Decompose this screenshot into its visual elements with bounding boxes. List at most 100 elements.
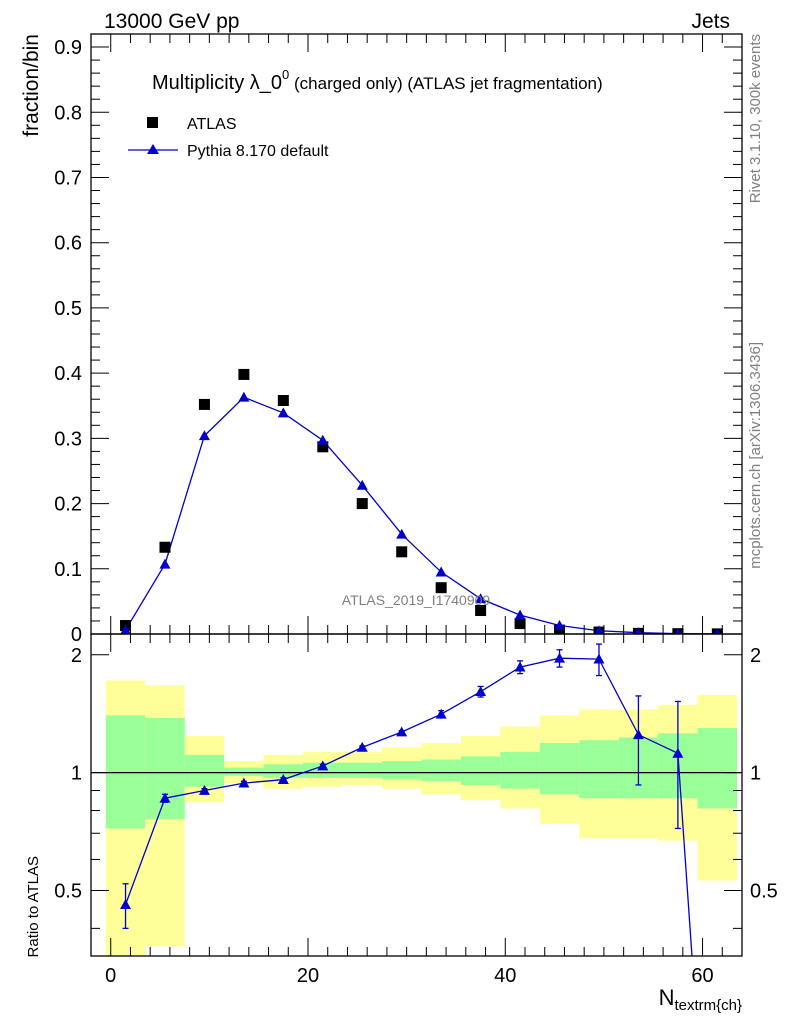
analysis-watermark: ATLAS_2019_I1740909 (342, 592, 491, 608)
inner-band-bin (145, 717, 185, 820)
pythia-point (714, 628, 721, 634)
pythia-point (356, 479, 368, 490)
pythia-point (514, 609, 526, 620)
xlabel-sub: textrm{ch} (674, 997, 742, 1014)
inner-band-bin (105, 715, 146, 829)
legend-atlas-marker (147, 117, 158, 128)
legend: ATLAS Pythia 8.170 default (128, 116, 329, 160)
pythia-point (594, 625, 604, 634)
inner-band-bin (579, 740, 619, 799)
pythia-point (277, 407, 289, 418)
y-tick-label: 0.7 (54, 167, 82, 189)
ratio-y-tick-label-right: 2 (750, 645, 761, 667)
y-tick-label: 0.2 (54, 494, 82, 516)
ratio-ylabel: Ratio to ATLAS (25, 856, 42, 957)
atlas-point (198, 398, 210, 410)
x-tick-label: 60 (691, 965, 713, 987)
pythia-point (198, 430, 210, 441)
y-tick-label: 0.4 (54, 363, 82, 385)
atlas-point (159, 541, 171, 553)
mcplots-label: mcplots.cern.ch [arXiv:1306.3436] (747, 342, 764, 569)
inner-band-bin (224, 767, 264, 777)
main-ylabel: fraction/bin (20, 34, 43, 137)
inner-band-bin (381, 761, 422, 780)
y-tick-label: 0.9 (54, 37, 82, 59)
atlas-point (396, 546, 408, 558)
ratio-point (159, 792, 171, 803)
ratio-point (435, 708, 447, 719)
y-tick-label: 0.6 (54, 233, 82, 255)
x-tick-label: 20 (297, 965, 319, 987)
legend-pythia-label: Pythia 8.170 default (187, 143, 329, 160)
main-series (120, 368, 723, 634)
pythia-point (435, 566, 447, 577)
ratio-point (356, 741, 368, 752)
ratio-point (514, 661, 526, 672)
pythia-point (674, 628, 682, 634)
legend-atlas-label: ATLAS (187, 116, 237, 133)
ratio-point (277, 774, 289, 784)
ratio-point (632, 729, 644, 740)
legend-pythia-marker (147, 144, 159, 154)
atlas-point (514, 618, 526, 630)
y-tick-label: 0.1 (54, 559, 82, 581)
ratio-point (120, 899, 132, 910)
rivet-label: Rivet 3.1.10, 300k events (747, 34, 764, 203)
ratio-y-tick-label: 1 (71, 763, 82, 785)
title-main: Multiplicity λ_0 (152, 72, 282, 94)
inner-band-bin (184, 754, 225, 787)
ratio-y-tick-label-right: 0.5 (750, 880, 778, 902)
chart-title: Multiplicity λ_00 (charged only) (ATLAS … (152, 67, 603, 94)
ratio-xlabel: Ntextrm{ch} (659, 985, 742, 1014)
pythia-point (120, 624, 131, 634)
pythia-point (159, 558, 171, 569)
pythia-point (554, 620, 566, 630)
x-tick-label: 0 (105, 965, 116, 987)
pythia-point (317, 434, 329, 445)
inner-band-bin (263, 764, 304, 778)
pythia-point (475, 593, 487, 604)
atlas-point (277, 395, 289, 407)
header-left: 13000 GeV pp (104, 10, 239, 33)
ratio-uncertainty-bands (105, 680, 738, 956)
y-tick-label: 0.3 (54, 428, 82, 450)
header-right: Jets (691, 10, 730, 33)
ratio-point (475, 686, 487, 697)
ratio-point (198, 785, 210, 795)
ratio-point (554, 652, 566, 663)
pythia-point (238, 391, 250, 402)
atlas-point (317, 441, 329, 453)
atlas-point (356, 498, 368, 510)
ratio-y-tick-label-right: 1 (750, 763, 761, 785)
atlas-point (238, 368, 250, 380)
inner-band-bin (460, 756, 501, 785)
y-tick-label: 0 (71, 624, 82, 646)
atlas-point (475, 605, 487, 617)
ratio-y-tick-label: 0.5 (54, 880, 82, 902)
inner-band-bin (421, 759, 461, 782)
inner-band-bin (539, 743, 580, 795)
ratio-series (120, 643, 693, 956)
main-axis-ticks: 0 0.1 0.2 0.3 0.4 0.5 0.6 0.7 0.8 0.9 (54, 34, 743, 646)
title-detail: (charged only) (ATLAS jet fragmentation) (289, 74, 602, 93)
ratio-y-tick-label: 2 (71, 645, 82, 667)
atlas-point (435, 582, 447, 594)
inner-band-bin (697, 728, 738, 809)
ratio-line (124, 657, 693, 956)
pythia-point (396, 528, 408, 539)
inner-band-bin (342, 762, 382, 778)
ratio-point (396, 726, 408, 737)
title-sup: 0 (282, 67, 289, 82)
pythia-point (634, 627, 643, 634)
ratio-point (317, 760, 329, 771)
xlabel-main: N (659, 985, 675, 1010)
y-tick-label: 0.8 (54, 102, 82, 124)
x-tick-label: 40 (494, 965, 516, 987)
y-tick-label: 0.5 (54, 298, 82, 320)
ratio-point (593, 653, 605, 664)
ratio-point (672, 747, 684, 758)
ratio-axis-ticks: 0.5 0.51 12 20 20 40 60 (54, 634, 778, 987)
inner-band-bin (500, 751, 540, 789)
ratio-frame (90, 633, 743, 957)
